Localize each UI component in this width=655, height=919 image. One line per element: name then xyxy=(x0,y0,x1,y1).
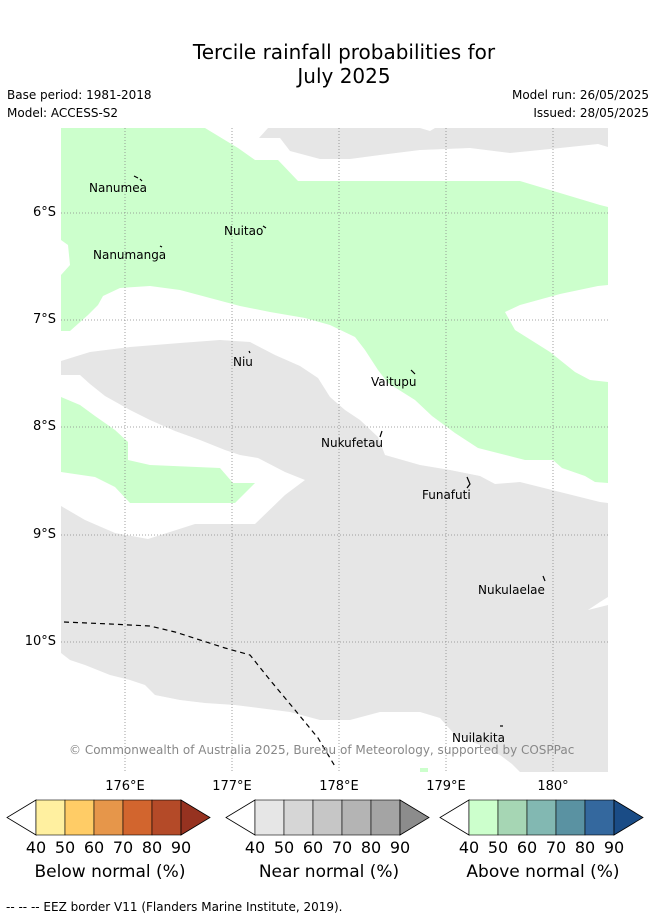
island-label-nuitao: Nuitao xyxy=(224,224,264,238)
lat-label-9s: 9°S xyxy=(32,527,56,542)
legend-color-bin xyxy=(497,799,528,836)
legend-below-tick: 90 xyxy=(170,838,192,857)
island-outline-nukufetau xyxy=(379,430,383,438)
legend-near-normal-colorbar xyxy=(225,799,430,836)
legend-near-normal: 40 50 60 70 80 90 Near normal (%) xyxy=(224,798,434,898)
legend-above-tick: 90 xyxy=(603,838,625,857)
legend-below-tick: 50 xyxy=(54,838,76,857)
legend-color-bin xyxy=(283,799,314,836)
legend-above-tick: 50 xyxy=(487,838,509,857)
model-name: Model: ACCESS-S2 xyxy=(7,106,119,120)
eez-border xyxy=(63,621,337,769)
legend-near-tick: 80 xyxy=(360,838,382,857)
legend-below-normal: 40 50 60 70 80 90 Below normal (%) xyxy=(5,798,215,898)
above-normal-region-west xyxy=(61,397,255,503)
legend-color-bin xyxy=(584,799,615,836)
legend-above-normal-title: Above normal (%) xyxy=(466,862,620,882)
island-label-niu: Niu xyxy=(233,355,253,369)
legend-near-tick: 50 xyxy=(273,838,295,857)
lon-label-180: 180° xyxy=(537,779,569,794)
legend-near-tick: 70 xyxy=(331,838,353,857)
legend-color-bin xyxy=(526,799,557,836)
lat-label-6s: 6°S xyxy=(32,205,56,220)
legend-color-bin xyxy=(122,799,153,836)
model-run: Model run: 26/05/2025 xyxy=(511,88,649,102)
legend-extend-low xyxy=(6,799,37,836)
legend-below-tick: 60 xyxy=(83,838,105,857)
island-label-funafuti: Funafuti xyxy=(422,488,471,502)
legend-near-tick: 90 xyxy=(389,838,411,857)
island-outline-nukulaelae xyxy=(542,575,546,582)
probability-map xyxy=(61,128,608,772)
issued-date: Issued: 28/05/2025 xyxy=(533,106,649,120)
legend-above-tick: 70 xyxy=(545,838,567,857)
map-title: Tercile rainfall probabilities for July … xyxy=(0,40,655,88)
island-outline-vaitupu xyxy=(410,369,416,375)
legend-extend-high xyxy=(180,799,211,836)
legend-color-bin xyxy=(93,799,124,836)
lon-label-178e: 178°E xyxy=(319,779,359,794)
legend-color-bin xyxy=(312,799,343,836)
legend-above-normal-colorbar xyxy=(439,799,644,836)
legend-below-normal-title: Below normal (%) xyxy=(34,862,186,882)
island-outline-funafuti xyxy=(466,476,471,489)
near-normal-region-main xyxy=(61,340,608,772)
lon-label-177e: 177°E xyxy=(212,779,252,794)
legend-color-bin xyxy=(151,799,182,836)
legend-color-bin xyxy=(254,799,285,836)
island-label-nukufetau: Nukufetau xyxy=(321,436,384,450)
islands xyxy=(133,175,546,727)
island-label-nukulaelae: Nukulaelae xyxy=(478,583,545,597)
island-label-nanumea: Nanumea xyxy=(89,181,147,195)
legend-color-bin xyxy=(341,799,372,836)
legend-below-tick: 40 xyxy=(25,838,47,857)
legend-color-bin xyxy=(555,799,586,836)
legend-extend-low xyxy=(439,799,470,836)
legend-above-tick: 60 xyxy=(516,838,538,857)
near-normal-region-north xyxy=(259,128,608,159)
legend-extend-high xyxy=(613,799,644,836)
legend-below-normal-colorbar xyxy=(6,799,211,836)
map-grid xyxy=(61,128,608,772)
lat-label-7s: 7°S xyxy=(32,312,56,327)
lat-label-10s: 10°S xyxy=(24,634,56,649)
lon-label-179e: 179°E xyxy=(426,779,466,794)
island-label-vaitupu: Vaitupu xyxy=(371,375,417,389)
legend-below-tick: 70 xyxy=(112,838,134,857)
island-label-nuilakita: Nuilakita xyxy=(452,731,505,745)
legend-extend-low xyxy=(225,799,256,836)
title-line-2: July 2025 xyxy=(297,64,391,88)
legend-above-tick: 80 xyxy=(574,838,596,857)
lon-label-176e: 176°E xyxy=(105,779,145,794)
base-period: Base period: 1981-2018 xyxy=(7,88,152,102)
legend-near-tick: 40 xyxy=(244,838,266,857)
island-outline-niu xyxy=(248,350,251,354)
legend-color-bin xyxy=(64,799,95,836)
copyright-notice: © Commonwealth of Australia 2025, Bureau… xyxy=(69,743,575,757)
above-normal-region-north xyxy=(61,128,608,483)
legend-near-tick: 60 xyxy=(302,838,324,857)
legend-near-normal-title: Near normal (%) xyxy=(258,862,400,882)
island-outline-nanumanga xyxy=(159,245,163,248)
legend-extend-high xyxy=(399,799,430,836)
eez-footnote: -- -- -- EEZ border V11 (Flanders Marine… xyxy=(6,900,343,914)
legend-color-bin xyxy=(468,799,499,836)
legend-color-bin xyxy=(370,799,401,836)
legend-below-tick: 80 xyxy=(141,838,163,857)
legend-above-normal: 40 50 60 70 80 90 Above normal (%) xyxy=(438,798,648,898)
legend-color-bin xyxy=(35,799,66,836)
title-line-1: Tercile rainfall probabilities for xyxy=(192,40,496,64)
lat-label-8s: 8°S xyxy=(32,419,56,434)
island-label-nanumanga: Nanumanga xyxy=(93,248,167,262)
island-outline-nuitao xyxy=(262,225,267,229)
legend-above-tick: 40 xyxy=(458,838,480,857)
island-outline-nanumea xyxy=(133,175,143,182)
above-normal-speck xyxy=(420,768,428,772)
